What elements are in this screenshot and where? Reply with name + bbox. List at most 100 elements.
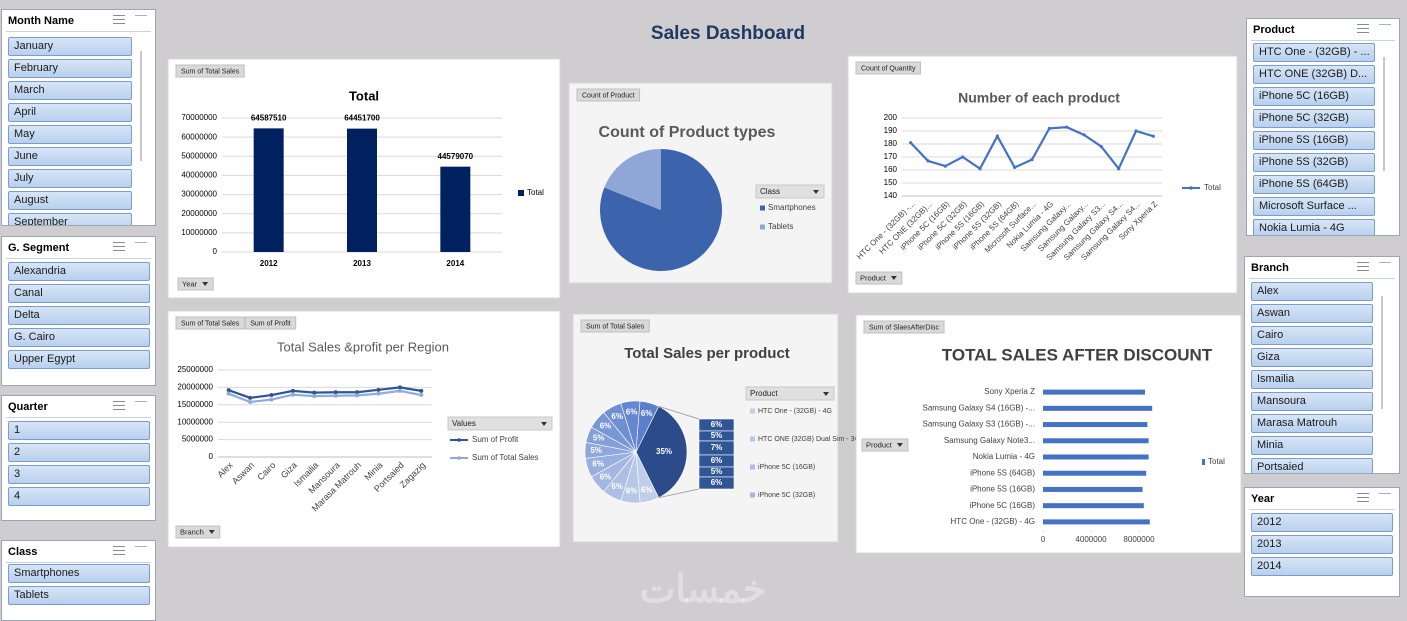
slicer-item[interactable]: September [8, 213, 132, 225]
slicer-item[interactable]: iPhone 5S (64GB) [1253, 175, 1375, 194]
multi-select-icon[interactable] [113, 401, 125, 412]
y-tick-label: 60000000 [181, 132, 217, 141]
legend-dropdown[interactable] [813, 190, 819, 194]
slicer: Product HTC One - (32GB) - ... HTC ONE (32… [1246, 18, 1400, 236]
filter-button[interactable]: Product [855, 271, 903, 285]
slicer-item[interactable]: March [8, 81, 132, 100]
slicer-item[interactable]: 2012 [1251, 513, 1393, 532]
bar [1043, 454, 1149, 460]
slicer-item[interactable]: Smartphones [8, 564, 150, 583]
data-label: 35% [656, 447, 672, 456]
clear-filter-icon[interactable] [1379, 262, 1391, 274]
field-button[interactable]: Count of Product [576, 88, 641, 102]
legend-swatch [1202, 459, 1205, 465]
slicer-item[interactable]: 3 [8, 465, 150, 484]
slicer-item[interactable]: iPhone 5C (32GB) [1253, 109, 1375, 128]
bar [347, 128, 377, 252]
slicer-item[interactable]: January [8, 37, 132, 56]
slicer-item[interactable]: HTC ONE (32GB) D... [1253, 65, 1375, 84]
slicer-item[interactable]: Marasa Matrouh [1251, 414, 1373, 433]
slicer-item[interactable]: 2014 [1251, 557, 1393, 576]
slicer-item[interactable]: iPhone 5S (16GB) [1253, 131, 1375, 150]
slicer-item[interactable]: Canal [8, 284, 150, 303]
slicer-item[interactable]: Giza [1251, 348, 1373, 367]
slicer-item[interactable]: G. Cairo [8, 328, 150, 347]
legend-label: Smartphones [768, 203, 816, 212]
clear-filter-icon[interactable] [1379, 493, 1391, 505]
slicer-item[interactable]: Mansoura [1251, 392, 1373, 411]
slicer-item[interactable]: Ismailia [1251, 370, 1373, 389]
clear-filter-icon[interactable] [135, 15, 147, 27]
slicer-item[interactable]: Tablets [8, 586, 150, 605]
legend-swatch [518, 190, 524, 196]
chart-title: Total [349, 88, 379, 103]
y-tick-label: Samsung Galaxy Note3... [944, 436, 1035, 445]
point-marker [1099, 145, 1103, 149]
y-tick-label: Nokia Lumia - 4G [973, 452, 1035, 461]
multi-select-icon[interactable] [1357, 262, 1369, 273]
data-label: 5% [711, 431, 723, 440]
field-button-label: Sum of Total Sales [181, 68, 240, 75]
field-button[interactable]: Sum of Total Sales [175, 316, 245, 330]
legend-dropdown[interactable] [823, 392, 829, 396]
multi-select-icon[interactable] [113, 242, 125, 253]
slicer-item[interactable]: April [8, 103, 132, 122]
legend-title: Values [452, 419, 476, 428]
slicer-item[interactable]: Cairo [1251, 326, 1373, 345]
filter-button[interactable]: Year [177, 277, 214, 291]
filter-button[interactable]: Branch [175, 525, 221, 539]
field-button[interactable]: Sum of Profit [244, 316, 297, 330]
bar [1043, 405, 1153, 411]
slicer-item[interactable]: Portsaied [1251, 458, 1373, 473]
clear-filter-icon[interactable] [1379, 24, 1391, 36]
filter-button[interactable]: Product [861, 438, 909, 452]
watermark: خمسات [640, 569, 767, 611]
slicer-item[interactable]: 2 [8, 443, 150, 462]
slicer-item[interactable]: Alex [1251, 282, 1373, 301]
slicer-item[interactable]: August [8, 191, 132, 210]
clear-filter-icon[interactable] [135, 242, 147, 254]
slicer-item[interactable]: Aswan [1251, 304, 1373, 323]
field-button[interactable]: Sum of SlaesAfterDisc [863, 320, 945, 334]
slicer-item[interactable]: Alexandria [8, 262, 150, 281]
multi-select-icon[interactable] [1357, 24, 1369, 35]
series-line [228, 386, 422, 399]
slicer-item[interactable]: iPhone 5C (16GB) [1253, 87, 1375, 106]
slicer-item[interactable]: Nokia Lumia - 4G [1253, 219, 1375, 235]
scrollbar [140, 51, 142, 161]
slicer-item[interactable]: Minia [1251, 436, 1373, 455]
data-label: 5% [593, 434, 605, 443]
slicer-item[interactable]: May [8, 125, 132, 144]
slicer-item[interactable]: June [8, 147, 132, 166]
slicer-item[interactable]: Delta [8, 306, 150, 325]
legend-label: Total [1208, 457, 1225, 466]
connector [658, 405, 700, 420]
field-button[interactable]: Count of Quantity [855, 61, 921, 75]
slicer-item[interactable]: 1 [8, 421, 150, 440]
slicer-item[interactable]: July [8, 169, 132, 188]
slicer-item[interactable]: Microsoft Surface ... [1253, 197, 1375, 216]
slicer-item[interactable]: iPhone 5S (32GB) [1253, 153, 1375, 172]
slicer-item[interactable]: 2013 [1251, 535, 1393, 554]
slicer-item[interactable]: February [8, 59, 132, 78]
legend-dropdown[interactable] [541, 422, 547, 426]
multi-select-icon[interactable] [113, 15, 125, 26]
legend-marker [457, 438, 461, 442]
y-tick-label: 15000000 [177, 400, 213, 409]
slicer-item[interactable]: HTC One - (32GB) - ... [1253, 43, 1375, 62]
clear-filter-icon[interactable] [135, 401, 147, 413]
field-button[interactable]: Sum of Total Sales [175, 64, 245, 78]
point-marker [333, 390, 338, 395]
multi-select-icon[interactable] [113, 546, 125, 557]
dropdown-arrow [208, 530, 215, 534]
clear-filter-icon[interactable] [135, 546, 147, 558]
slicer-item[interactable]: 4 [8, 487, 150, 506]
bar [440, 166, 471, 252]
slicer: Month Name January February March April May Ju… [1, 9, 156, 226]
slicer-item[interactable]: Upper Egypt [8, 350, 150, 369]
y-tick-label: 170 [884, 152, 898, 161]
multi-select-icon[interactable] [1357, 493, 1369, 504]
field-button[interactable]: Sum of Total Sales [580, 319, 650, 333]
point-marker [926, 159, 930, 163]
slicer-title: Month Name [8, 15, 74, 27]
